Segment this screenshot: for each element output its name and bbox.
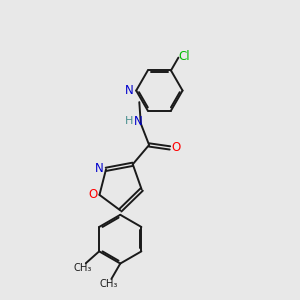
Text: Cl: Cl [178, 50, 190, 63]
Text: N: N [134, 115, 142, 128]
Text: CH₃: CH₃ [73, 263, 92, 273]
Text: N: N [94, 162, 103, 175]
Text: CH₃: CH₃ [99, 279, 118, 289]
Text: O: O [172, 141, 181, 154]
Text: N: N [125, 84, 134, 97]
Text: O: O [88, 188, 98, 201]
Text: H: H [125, 116, 134, 126]
